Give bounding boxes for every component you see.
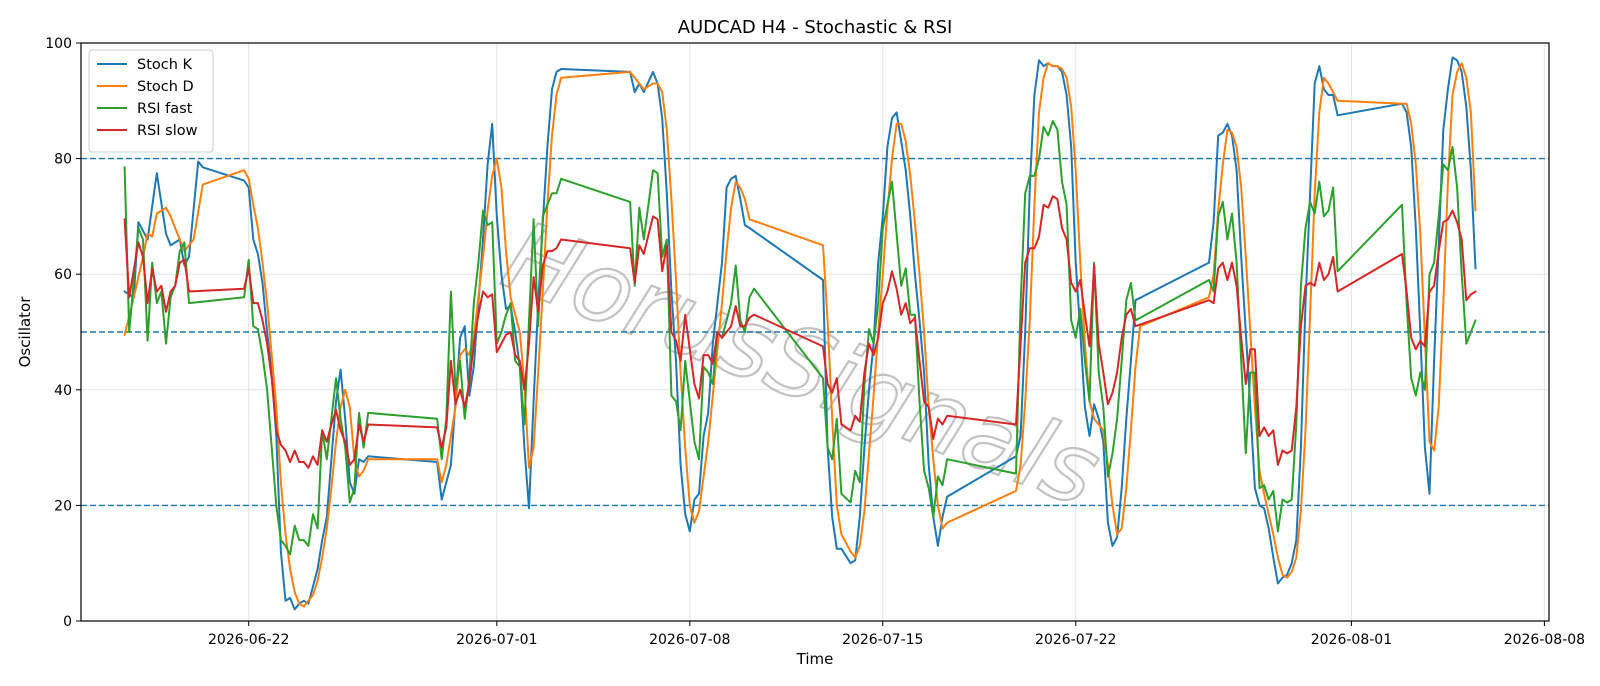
plot-frame — [80, 42, 1550, 622]
y-axis: 0 20 40 60 80 100 — [45, 36, 81, 630]
x-tick-label: 2026-07-15 — [842, 632, 923, 648]
chart-title: AUDCAD H4 - Stochastic & RSI — [678, 17, 953, 38]
legend-label: Stoch D — [137, 79, 194, 95]
series-line-rsi-slow — [123, 195, 1477, 469]
reference-lines — [81, 157, 1549, 507]
x-tick-label: 2026-08-01 — [1311, 632, 1392, 648]
y-axis-label: Oscillator — [16, 296, 34, 368]
x-axis-label: Time — [796, 650, 834, 668]
legend-label: RSI slow — [137, 123, 198, 139]
x-tick-label: 2026-06-22 — [208, 632, 289, 648]
y-tick-label: 0 — [63, 614, 72, 630]
y-tick-label: 60 — [54, 267, 72, 283]
series-lines — [123, 56, 1477, 611]
y-tick-label: 20 — [54, 498, 72, 514]
legend-label: Stoch K — [137, 57, 193, 73]
series-line-stoch-d — [123, 62, 1477, 608]
legend-box — [88, 49, 214, 153]
x-tick-label: 2026-08-08 — [1504, 632, 1585, 648]
x-axis: 2026-06-22 2026-07-01 2026-07-08 2026-07-15… — [208, 621, 1585, 648]
y-tick-label: 80 — [54, 152, 72, 168]
x-tick-label: 2026-07-08 — [649, 632, 730, 648]
legend-label: RSI fast — [137, 101, 193, 117]
y-tick-label: 40 — [54, 383, 72, 399]
series-line-stoch-k — [123, 56, 1477, 611]
x-tick-label: 2026-07-01 — [456, 632, 537, 648]
legend: Stoch K Stoch D RSI fast RSI slow — [88, 49, 214, 153]
x-tick-label: 2026-07-22 — [1035, 632, 1116, 648]
y-tick-label: 100 — [45, 36, 72, 52]
